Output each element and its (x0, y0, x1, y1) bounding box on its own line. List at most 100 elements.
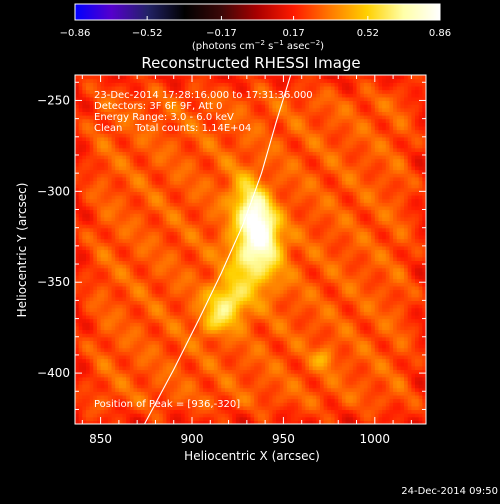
image-pixel (141, 268, 145, 272)
image-pixel (82, 344, 86, 348)
image-pixel (375, 297, 379, 301)
image-pixel (188, 380, 192, 384)
image-pixel (338, 293, 342, 297)
image-pixel (210, 282, 214, 286)
image-pixel (316, 264, 320, 268)
image-pixel (298, 304, 302, 308)
image-pixel (353, 359, 357, 363)
image-pixel (166, 333, 170, 337)
image-pixel (123, 369, 127, 373)
image-pixel (240, 268, 244, 272)
image-pixel (419, 271, 423, 275)
image-pixel (338, 311, 342, 315)
image-pixel (382, 377, 386, 381)
image-pixel (104, 329, 108, 333)
image-pixel (353, 326, 357, 330)
image-pixel (298, 337, 302, 341)
image-pixel (320, 362, 324, 366)
image-pixel (203, 409, 207, 413)
image-pixel (101, 377, 105, 381)
image-pixel (272, 366, 276, 370)
image-pixel (126, 384, 130, 388)
image-pixel (400, 384, 404, 388)
image-pixel (155, 384, 159, 388)
image-pixel (404, 282, 408, 286)
image-pixel (360, 340, 364, 344)
image-pixel (243, 246, 247, 250)
image-pixel (112, 315, 116, 319)
image-pixel (320, 300, 324, 304)
image-pixel (108, 409, 112, 413)
image-pixel (155, 329, 159, 333)
image-pixel (331, 348, 335, 352)
image-pixel (287, 242, 291, 246)
image-pixel (265, 409, 269, 413)
image-pixel (251, 297, 255, 301)
image-pixel (276, 242, 280, 246)
image-pixel (371, 322, 375, 326)
image-pixel (152, 311, 156, 315)
image-pixel (86, 326, 90, 330)
image-pixel (320, 246, 324, 250)
image-pixel (349, 235, 353, 239)
image-pixel (346, 377, 350, 381)
image-pixel (240, 311, 244, 315)
image-pixel (291, 362, 295, 366)
image-pixel (203, 337, 207, 341)
image-pixel (324, 246, 328, 250)
image-pixel (254, 311, 258, 315)
image-pixel (320, 297, 324, 301)
image-pixel (134, 409, 138, 413)
image-pixel (144, 268, 148, 272)
image-pixel (192, 348, 196, 352)
image-pixel (269, 308, 273, 312)
image-pixel (316, 380, 320, 384)
image-pixel (287, 250, 291, 254)
image-pixel (207, 264, 211, 268)
image-pixel (207, 326, 211, 330)
image-pixel (415, 322, 419, 326)
image-pixel (79, 242, 83, 246)
image-pixel (210, 348, 214, 352)
image-pixel (130, 275, 134, 279)
image-pixel (313, 373, 317, 377)
image-pixel (247, 286, 251, 290)
image-pixel (364, 337, 368, 341)
image-pixel (364, 348, 368, 352)
image-pixel (115, 391, 119, 395)
image-pixel (218, 308, 222, 312)
image-pixel (258, 300, 262, 304)
image-pixel (141, 271, 145, 275)
image-pixel (170, 300, 174, 304)
image-pixel (408, 329, 412, 333)
image-pixel (258, 235, 262, 239)
image-pixel (404, 315, 408, 319)
image-pixel (280, 362, 284, 366)
image-pixel (152, 388, 156, 392)
image-pixel (298, 235, 302, 239)
image-pixel (291, 304, 295, 308)
image-pixel (338, 253, 342, 257)
image-pixel (346, 402, 350, 406)
image-pixel (134, 351, 138, 355)
image-pixel (247, 235, 251, 239)
image-pixel (397, 322, 401, 326)
image-pixel (174, 388, 178, 392)
image-pixel (316, 235, 320, 239)
image-pixel (269, 355, 273, 359)
image-pixel (243, 239, 247, 243)
image-pixel (353, 235, 357, 239)
image-pixel (364, 388, 368, 392)
image-pixel (97, 333, 101, 337)
image-pixel (291, 351, 295, 355)
image-pixel (269, 409, 273, 413)
image-pixel (254, 264, 258, 268)
image-pixel (148, 380, 152, 384)
image-pixel (368, 355, 372, 359)
image-pixel (123, 384, 127, 388)
image-pixel (342, 409, 346, 413)
image-pixel (400, 369, 404, 373)
image-pixel (331, 359, 335, 363)
image-pixel (243, 377, 247, 381)
image-pixel (232, 391, 236, 395)
